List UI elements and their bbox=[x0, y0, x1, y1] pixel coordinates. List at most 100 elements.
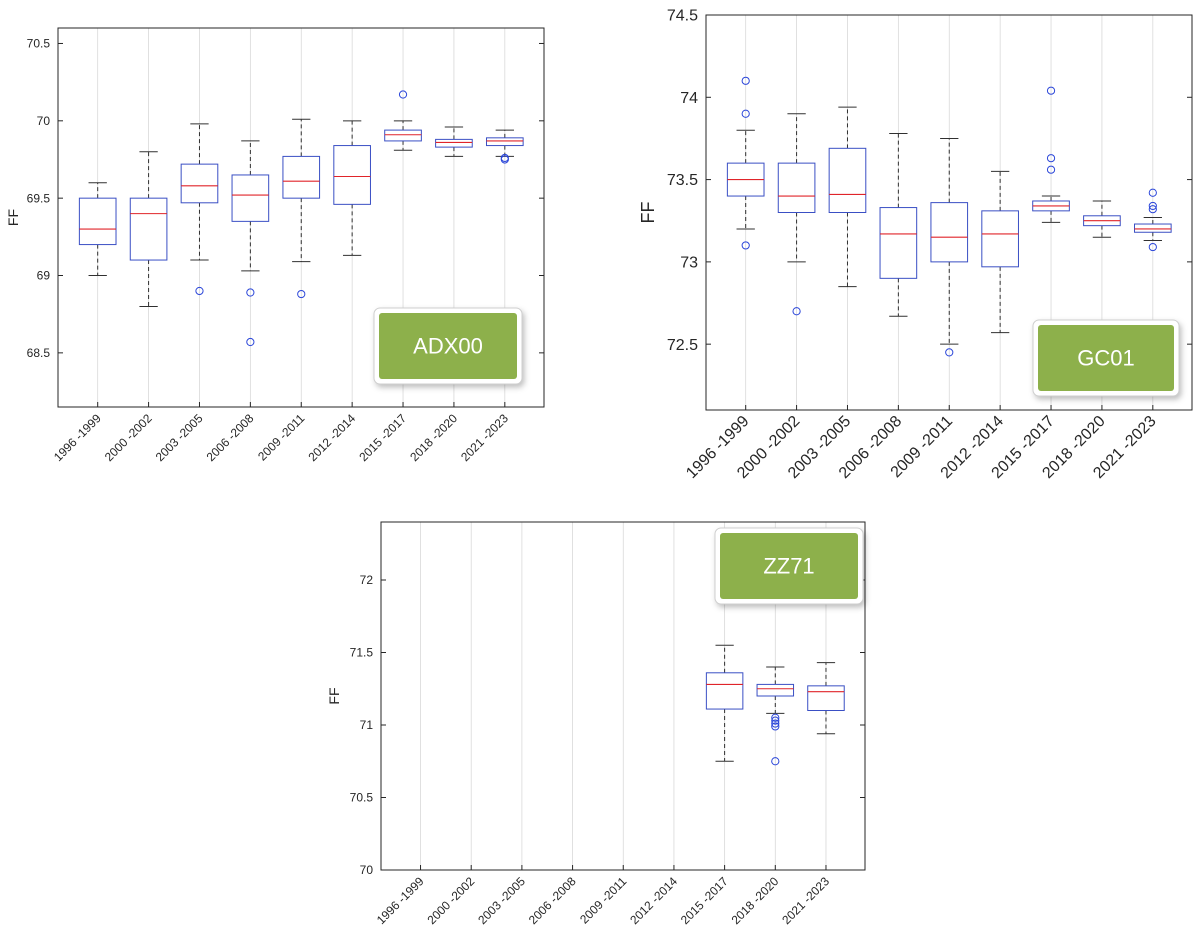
iqr-box bbox=[333, 145, 371, 205]
y-axis-label: FF bbox=[326, 687, 342, 704]
box-4 bbox=[282, 118, 321, 299]
x-tick-label: 2000 -2002 bbox=[102, 411, 155, 464]
outlier-point bbox=[771, 716, 780, 725]
box-2 bbox=[828, 106, 867, 288]
station-badge-label: ZZ71 bbox=[763, 554, 814, 579]
iqr-box bbox=[129, 197, 168, 261]
outlier-point bbox=[195, 286, 204, 296]
box-7 bbox=[756, 666, 795, 766]
box-3 bbox=[231, 140, 270, 347]
outlier-point bbox=[1046, 154, 1056, 163]
iqr-box bbox=[981, 210, 1019, 268]
outlier-point bbox=[1046, 86, 1056, 95]
y-axis-label: FF bbox=[638, 202, 658, 224]
y-tick-label: 70.5 bbox=[350, 791, 374, 805]
box-0 bbox=[726, 76, 765, 250]
box-1 bbox=[129, 151, 168, 307]
y-tick-label: 73 bbox=[680, 254, 698, 271]
x-tick-label: 2018 -2020 bbox=[407, 411, 460, 464]
iqr-box bbox=[384, 129, 422, 142]
x-tick-label: 1996 -1999 bbox=[51, 411, 104, 464]
x-tick-label: 1996 -1999 bbox=[374, 874, 427, 927]
box-7 bbox=[435, 126, 473, 157]
outlier-point bbox=[771, 757, 780, 766]
box-6 bbox=[1032, 86, 1070, 223]
outlier-point bbox=[741, 241, 750, 250]
outlier-point bbox=[398, 90, 408, 99]
outlier-point bbox=[771, 713, 780, 722]
badge-box bbox=[1038, 325, 1174, 391]
badge-box bbox=[379, 313, 517, 379]
box-8 bbox=[807, 662, 845, 735]
outlier-point bbox=[297, 289, 306, 299]
iqr-box bbox=[705, 672, 744, 710]
x-tick-label: 2015 -2017 bbox=[678, 874, 731, 927]
box-4 bbox=[930, 137, 969, 357]
x-tick-label: 2006 -2008 bbox=[204, 411, 257, 464]
outlier-point bbox=[1148, 242, 1157, 252]
iqr-box bbox=[1133, 223, 1172, 233]
x-tick-label: 2015 -2017 bbox=[356, 411, 409, 464]
x-tick-label: 2009 -2011 bbox=[577, 874, 629, 926]
outlier-point bbox=[741, 76, 750, 85]
box-8 bbox=[1133, 188, 1172, 252]
iqr-box bbox=[435, 138, 473, 148]
box-2 bbox=[180, 123, 219, 296]
outlier-point bbox=[1046, 165, 1056, 174]
y-tick-label: 69 bbox=[37, 269, 51, 283]
outlier-point bbox=[771, 719, 780, 728]
outlier-point bbox=[792, 307, 801, 316]
iqr-box bbox=[879, 207, 918, 279]
y-tick-label: 70 bbox=[360, 863, 374, 877]
iqr-box bbox=[78, 197, 117, 246]
station-badge-label: ADX00 bbox=[413, 334, 483, 359]
x-tick-label: 2006 -2008 bbox=[526, 874, 579, 927]
x-tick-label: 2012 -2014 bbox=[627, 874, 680, 927]
x-tick-label: 2012 -2014 bbox=[305, 411, 358, 464]
station-badge-label: GC01 bbox=[1077, 346, 1134, 371]
outlier-point bbox=[246, 337, 255, 347]
outlier-point bbox=[1148, 201, 1157, 211]
outlier-point bbox=[246, 288, 255, 297]
y-axis-label: FF bbox=[5, 209, 21, 226]
box-0 bbox=[78, 182, 117, 277]
y-tick-label: 71.5 bbox=[350, 646, 374, 660]
x-tick-label: 2018 -2020 bbox=[729, 874, 782, 927]
box-6 bbox=[384, 90, 422, 151]
outlier-point bbox=[945, 348, 954, 357]
y-tick-label: 73.5 bbox=[667, 172, 698, 189]
x-tick-label: 2021 -2023 bbox=[458, 411, 511, 464]
box-5 bbox=[981, 170, 1019, 334]
x-tick-label: 2009 -2011 bbox=[255, 411, 307, 463]
outlier-point bbox=[500, 153, 509, 163]
iqr-box bbox=[282, 155, 321, 199]
y-tick-label: 70.5 bbox=[27, 37, 51, 51]
x-tick-label: 2003 -2005 bbox=[153, 411, 206, 464]
y-tick-label: 68.5 bbox=[27, 346, 51, 360]
y-tick-label: 72.5 bbox=[667, 337, 698, 354]
box-7 bbox=[1083, 200, 1121, 238]
iqr-box bbox=[828, 147, 867, 213]
y-tick-label: 72 bbox=[360, 573, 374, 587]
outlier-point bbox=[771, 722, 780, 731]
y-tick-label: 74.5 bbox=[667, 8, 698, 25]
y-tick-label: 74 bbox=[680, 90, 698, 107]
box-1 bbox=[777, 113, 816, 316]
outlier-point bbox=[1148, 205, 1157, 214]
box-3 bbox=[879, 133, 918, 317]
y-tick-label: 71 bbox=[360, 718, 374, 732]
y-tick-label: 69.5 bbox=[27, 191, 51, 205]
y-tick-label: 70 bbox=[37, 114, 51, 128]
iqr-box bbox=[231, 174, 270, 222]
iqr-box bbox=[807, 685, 845, 711]
badge-box bbox=[720, 533, 858, 599]
x-tick-label: 2003 -2005 bbox=[475, 874, 528, 927]
iqr-box bbox=[180, 163, 219, 204]
outlier-point bbox=[741, 109, 750, 118]
outlier-point bbox=[1148, 188, 1157, 197]
box-6 bbox=[705, 644, 744, 762]
